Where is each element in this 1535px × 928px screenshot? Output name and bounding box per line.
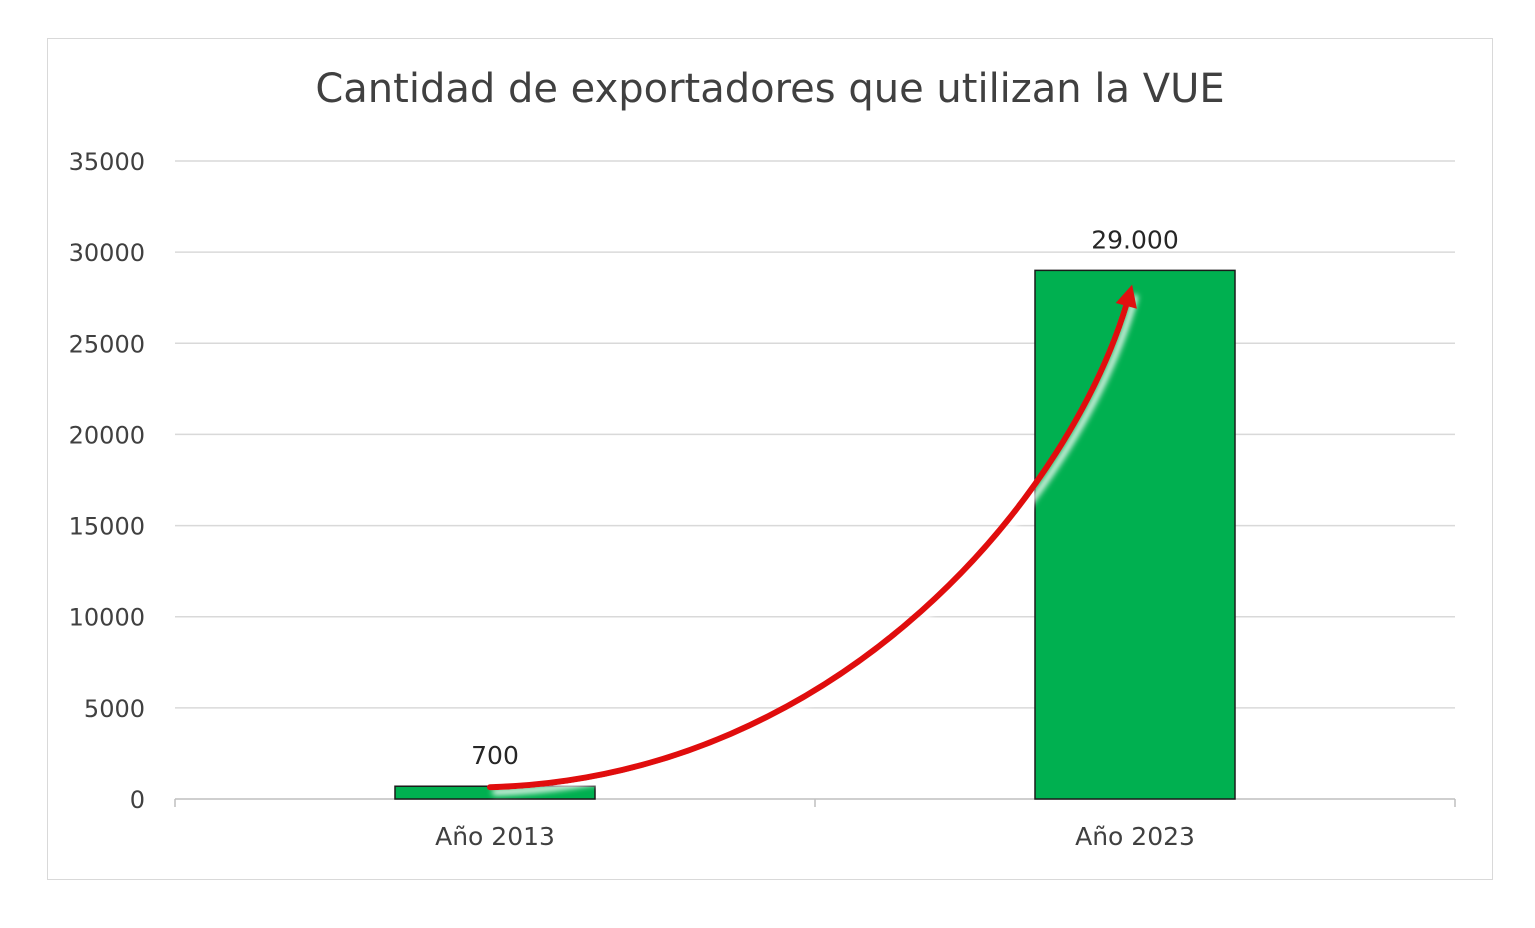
growth-arrow-head	[1115, 284, 1137, 309]
data-label: 700	[471, 741, 519, 770]
y-tick-label: 10000	[69, 604, 145, 632]
y-tick-label: 15000	[69, 513, 145, 541]
x-category-label: Año 2013	[435, 822, 555, 851]
y-tick-label: 20000	[69, 421, 145, 449]
growth-arrow-line	[487, 289, 1133, 791]
chart-frame	[47, 38, 1493, 880]
y-tick-label: 30000	[69, 239, 145, 267]
x-category-label: Año 2023	[1075, 822, 1195, 851]
y-tick-label: 25000	[69, 330, 145, 358]
y-tick-label: 0	[130, 786, 145, 814]
bar-2	[1034, 269, 1236, 800]
y-tick-label: 35000	[69, 148, 145, 176]
chart-title: Cantidad de exportadores que utilizan la…	[315, 66, 1225, 112]
data-label: 29.000	[1091, 225, 1178, 254]
y-tick-label: 5000	[84, 695, 145, 723]
